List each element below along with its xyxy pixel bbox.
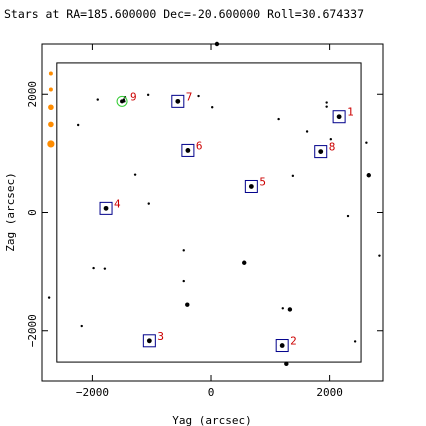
guide-star-box [142,334,156,348]
guide-star [248,184,254,189]
catalog-star [146,93,150,97]
guide-star [146,338,152,344]
catalog-star [281,307,284,310]
x-axis-label: Yag (arcsec) [172,414,251,426]
guide-star-box [244,179,258,193]
guide-star-box [181,143,195,157]
catalog-star [287,307,293,312]
catalog-star [353,340,357,343]
catalog-star [291,174,295,178]
fid-light-marker [48,71,53,76]
catalog-star [325,105,328,108]
guide-star [185,148,191,153]
y-tick-label: 0 [26,209,39,216]
guide-star-label: 3 [157,330,164,343]
guide-star-box [171,94,185,108]
guide-star [318,149,324,155]
monitor-star-circle [116,95,128,107]
catalog-star [133,173,137,176]
guide-star [279,343,285,348]
catalog-star [103,267,107,270]
fid-light-marker [48,121,54,128]
fid-light-marker [48,104,54,111]
catalog-star [214,41,220,47]
ccd-boundary [56,62,362,363]
catalog-star [325,101,328,104]
guide-star [103,205,109,211]
x-tick-label: 2000 [316,386,343,399]
fid-light-marker [47,140,55,148]
catalog-star [76,123,80,127]
plot-frame [41,43,384,382]
guide-star-box [99,201,113,215]
catalog-star [92,266,95,270]
x-tick-label: 0 [208,386,215,399]
monitor-star [120,99,125,104]
y-axis-label: Zag (arcsec) [4,172,17,251]
catalog-star [305,130,309,133]
catalog-star [329,137,333,141]
catalog-star [284,361,289,367]
y-tick-label: −2000 [26,314,39,347]
catalog-star [185,302,190,307]
catalog-star [80,324,83,328]
catalog-star [47,296,51,299]
catalog-star [96,98,99,101]
catalog-star [147,202,150,205]
guide-star [175,98,181,104]
catalog-star [242,260,247,265]
guide-star [336,114,342,120]
catalog-star [277,117,280,121]
catalog-star [197,94,200,98]
guide-star-label: 1 [347,106,354,119]
guide-star-box [275,339,289,353]
catalog-star [182,249,185,252]
x-tick-label: −2000 [76,386,109,399]
catalog-star [378,254,381,257]
guide-star-label: 2 [290,335,297,348]
catalog-star [365,141,368,144]
guide-star-label: 4 [114,197,121,210]
catalog-star [366,173,371,178]
y-tick-label: 2000 [26,81,39,108]
catalog-star [346,214,350,218]
guide-star-box [314,145,328,159]
guide-star-label: 8 [329,141,336,154]
fid-light-marker [48,87,53,92]
catalog-star [182,279,185,283]
catalog-star [211,106,214,109]
guide-star-label: 6 [196,139,203,152]
guide-star-box [332,110,346,124]
guide-star-label: 7 [186,90,193,103]
chart-title: Stars at RA=185.600000 Dec=-20.600000 Ro… [4,7,364,21]
guide-star-label: 5 [259,175,266,188]
monitor-star-label: 9 [130,90,137,103]
